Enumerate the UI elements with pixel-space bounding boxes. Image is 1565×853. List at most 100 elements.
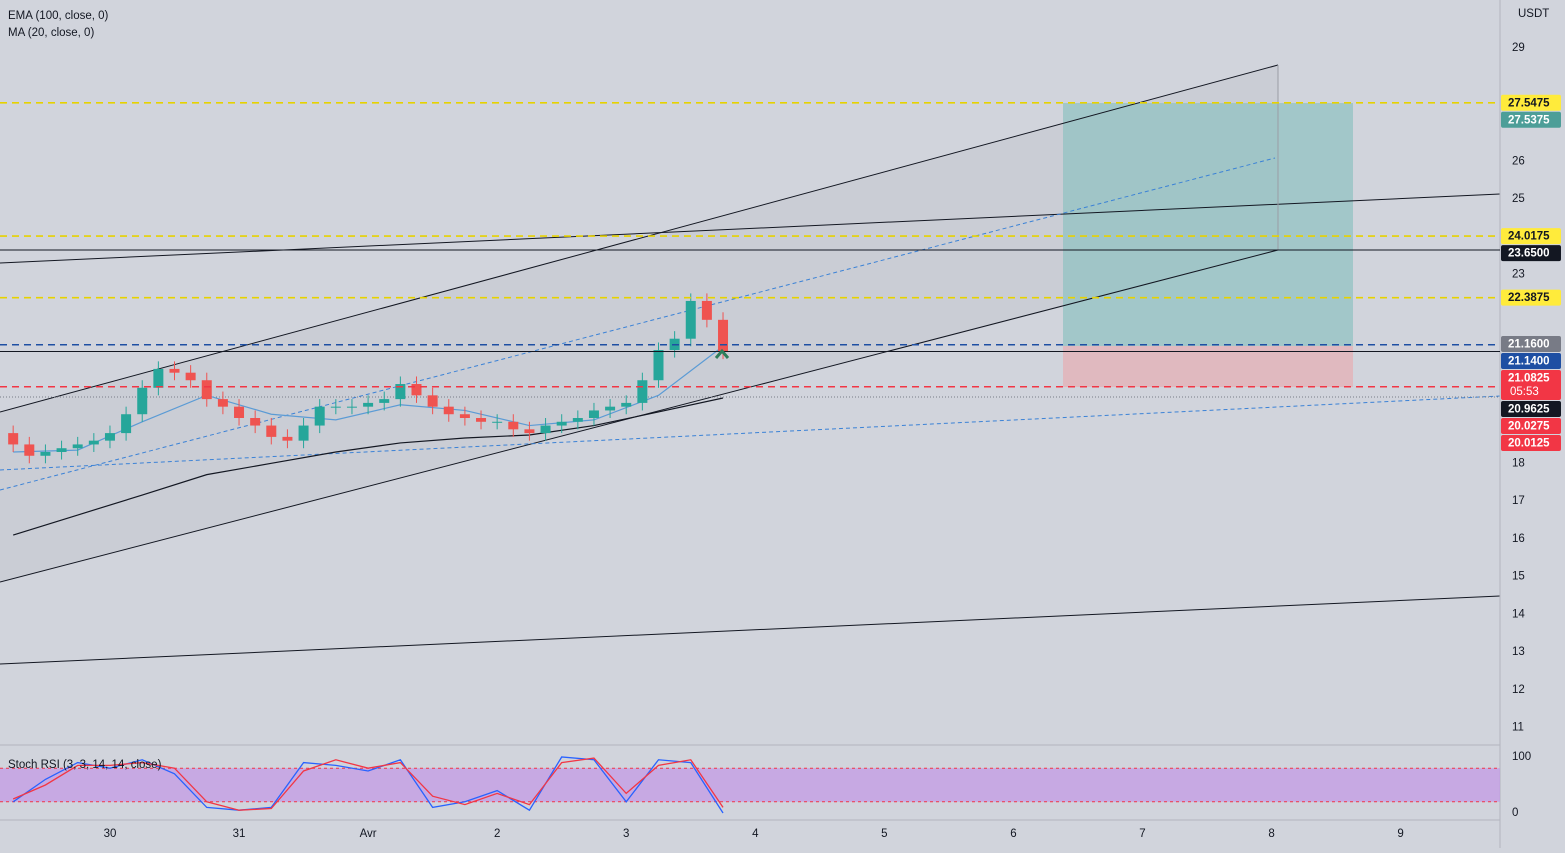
marks: 11121314151617181923252627293031Avr23456… <box>0 42 1561 840</box>
candle-body <box>718 319 729 352</box>
stoch-tick-label: 0 <box>1512 807 1518 819</box>
candle-body <box>605 406 616 411</box>
price-tag-label: 23.6500 <box>1508 248 1550 260</box>
candle-body <box>588 410 599 419</box>
trend-line <box>0 193 1501 264</box>
y-tick-label: 18 <box>1512 457 1525 469</box>
candle-body <box>24 444 35 456</box>
price-tag-label: 20.9625 <box>1508 404 1550 416</box>
price-tag <box>1501 94 1561 111</box>
candle-body <box>443 406 454 415</box>
candle-body <box>427 395 438 407</box>
candle-body <box>314 406 325 426</box>
price-tag <box>1501 245 1561 262</box>
y-tick-label: 23 <box>1512 269 1525 281</box>
y-tick-label: 11 <box>1512 722 1524 734</box>
candle-body <box>250 418 261 426</box>
price-tag-label: 21.0825 <box>1508 373 1550 385</box>
candle-body <box>104 433 115 441</box>
candle-body <box>298 425 309 441</box>
candle-body <box>40 451 51 456</box>
legend-ema: EMA (100, close, 0) <box>8 10 109 22</box>
price-tag <box>1501 289 1561 306</box>
candle-body <box>492 421 503 423</box>
price-tag <box>1501 400 1561 417</box>
stoch-line <box>12 756 724 814</box>
candle-body <box>621 402 632 407</box>
stoch-tick-label: 100 <box>1512 751 1531 763</box>
y-tick-label: 14 <box>1512 608 1525 620</box>
price-tag <box>1501 417 1561 434</box>
candle-body <box>701 300 712 320</box>
countdown: 05:53 <box>1510 386 1539 398</box>
price-tag <box>1501 111 1561 128</box>
candle-body <box>556 421 567 426</box>
candle-body <box>266 425 277 437</box>
candle-body <box>379 399 390 403</box>
x-tick-label: 31 <box>233 828 246 840</box>
candle-body <box>459 414 470 419</box>
price-tag <box>1501 434 1561 451</box>
position-target <box>1063 103 1353 346</box>
candle-body <box>395 384 406 400</box>
candle-body <box>476 418 487 422</box>
price-tag <box>1501 335 1561 352</box>
stoch-band <box>0 768 1500 802</box>
candle-body <box>137 387 148 415</box>
candle-body <box>330 406 341 408</box>
y-tick-label: 15 <box>1512 571 1525 583</box>
y-tick-label: 17 <box>1512 495 1525 507</box>
indicator-line <box>12 397 724 536</box>
y-tick-label: 12 <box>1512 684 1525 696</box>
candle-body <box>234 406 245 419</box>
dashed-trend-line <box>0 157 1276 491</box>
dashed-trend-lines <box>0 157 1501 491</box>
price-tag <box>1501 352 1561 369</box>
x-tick-label: 8 <box>1268 828 1274 840</box>
y-tick-label: 13 <box>1512 646 1525 658</box>
candle-body <box>185 372 196 381</box>
currency: USDT <box>1518 8 1549 20</box>
y-tick-label: 26 <box>1512 155 1525 167</box>
candle-body <box>346 406 357 408</box>
candle-body <box>540 425 551 434</box>
price-tag-label: 27.5475 <box>1508 97 1550 109</box>
x-tick-label: 2 <box>494 828 500 840</box>
x-tick-label: 5 <box>881 828 887 840</box>
price-tag-label: 27.5375 <box>1508 114 1550 126</box>
x-tick-label: 30 <box>104 828 117 840</box>
x-tick-label: 7 <box>1139 828 1145 840</box>
candle-body <box>217 399 228 407</box>
candle-body <box>524 429 535 434</box>
candle-body <box>8 433 19 445</box>
candle-body <box>72 444 83 449</box>
candle-body <box>56 448 67 452</box>
price-tag-label: 21.1400 <box>1508 356 1550 368</box>
x-tick-label: 3 <box>623 828 629 840</box>
candle-body <box>169 368 180 373</box>
stoch-title: Stoch RSI (3, 3, 14, 14, close) <box>8 759 162 771</box>
candle-body <box>653 350 664 381</box>
candle-body <box>685 300 696 339</box>
price-tag-label: 24.0175 <box>1508 231 1550 243</box>
trend-line <box>0 64 1279 413</box>
candle-body <box>201 380 212 400</box>
dashed-trend-line <box>0 395 1501 471</box>
candle-body <box>411 384 422 396</box>
trend-line <box>0 595 1501 665</box>
candle-body <box>572 418 583 422</box>
x-tick-label: 6 <box>1010 828 1016 840</box>
y-tick-label: 16 <box>1512 533 1525 545</box>
candle-body <box>508 421 519 430</box>
y-tick-label: 29 <box>1512 42 1525 54</box>
legend-ma: MA (20, close, 0) <box>8 27 94 39</box>
y-tick-label: 25 <box>1512 193 1525 205</box>
candle-body <box>88 440 99 445</box>
candle-body <box>121 414 132 434</box>
x-tick-label: Avr <box>360 828 377 840</box>
x-tick-label: 4 <box>752 828 759 840</box>
price-tag <box>1501 369 1561 400</box>
price-tag-label: 20.0125 <box>1508 438 1550 450</box>
